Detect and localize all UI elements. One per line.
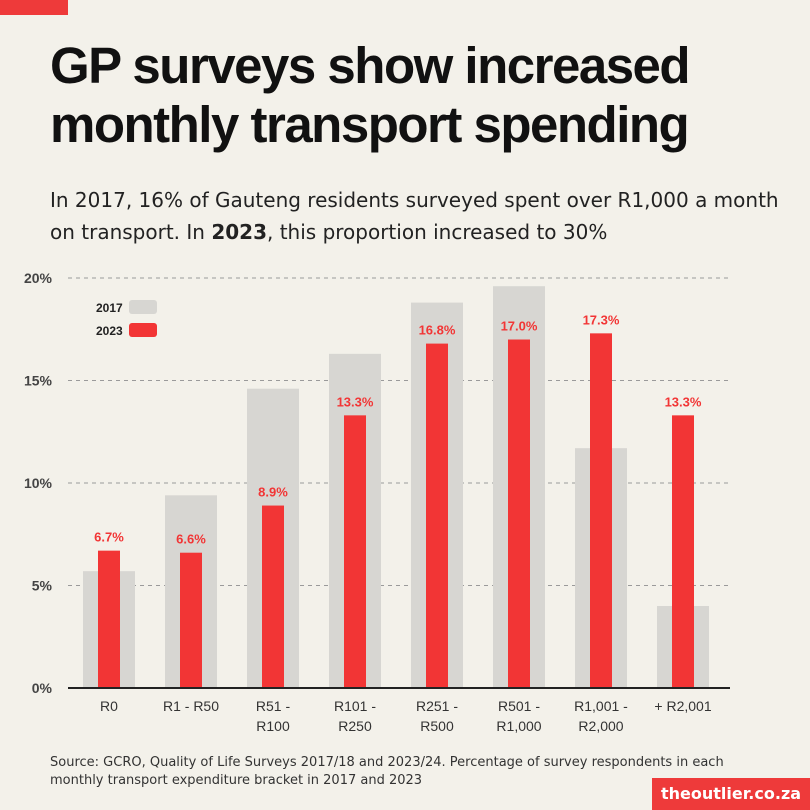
- y-tick-label: 20%: [24, 270, 53, 286]
- x-tick-label: R251 -: [416, 698, 458, 714]
- bar-chart: 0% 5% 10% 15% 20% 6.7% R0 6.6% R1 - R50 8.9% R51 -…: [24, 270, 730, 734]
- bar-2023: [180, 552, 202, 688]
- y-tick-label: 0%: [32, 680, 53, 696]
- x-tick-label: R1 - R50: [163, 698, 219, 714]
- legend-2023-swatch: [129, 323, 157, 337]
- y-tick-label: 15%: [24, 373, 53, 389]
- x-tick-label: R1,001 -: [574, 698, 628, 714]
- x-tick-label: R101 -: [334, 698, 376, 714]
- subtitle-text-end: , this proportion increased to 30%: [267, 220, 608, 244]
- x-tick-label: R100: [256, 718, 290, 734]
- data-label-2023: 13.3%: [337, 394, 374, 409]
- x-tick-label: R51 -: [256, 698, 291, 714]
- x-tick-label: R500: [420, 718, 454, 734]
- data-label-2023: 6.7%: [94, 530, 124, 545]
- data-label-2023: 8.9%: [258, 485, 288, 500]
- subtitle-text: In 2017, 16% of Gauteng residents survey…: [50, 188, 779, 244]
- title-line-2: monthly transport spending: [50, 96, 690, 153]
- data-label-2023: 16.8%: [419, 323, 456, 338]
- accent-bar: [0, 0, 68, 15]
- legend-2017-label: 2017: [96, 301, 123, 315]
- bar-2023: [262, 505, 284, 688]
- y-tick-label: 5%: [32, 578, 53, 594]
- x-tick-label: R2,000: [578, 718, 623, 734]
- bar-2023: [344, 415, 366, 688]
- title-line-1: GP surveys show increased: [50, 37, 691, 94]
- x-tick-label: R501 -: [498, 698, 540, 714]
- bar-2023: [590, 333, 612, 688]
- bar-2023: [98, 550, 120, 688]
- bar-2023: [672, 415, 694, 688]
- data-label-2023: 13.3%: [665, 394, 702, 409]
- x-tick-label: R0: [100, 698, 118, 714]
- data-label-2023: 17.3%: [583, 312, 620, 327]
- page-title: GP surveys show increased monthly transp…: [50, 36, 790, 154]
- data-label-2023: 17.0%: [501, 319, 538, 334]
- brand-badge: theoutlier.co.za: [652, 778, 810, 810]
- source-note: Source: GCRO, Quality of Life Surveys 20…: [50, 755, 724, 788]
- legend-2017-swatch: [129, 300, 157, 314]
- legend-2023-label: 2023: [96, 324, 123, 338]
- bar-2023: [508, 339, 530, 688]
- subtitle-highlight-year: 2023: [211, 220, 267, 244]
- data-label-2023: 6.6%: [176, 532, 206, 547]
- subtitle: In 2017, 16% of Gauteng residents survey…: [50, 184, 790, 248]
- y-tick-label: 10%: [24, 475, 53, 491]
- bar-2023: [426, 343, 448, 688]
- x-tick-label: + R2,001: [654, 698, 711, 714]
- x-tick-label: R250: [338, 718, 372, 734]
- x-tick-label: R1,000: [496, 718, 541, 734]
